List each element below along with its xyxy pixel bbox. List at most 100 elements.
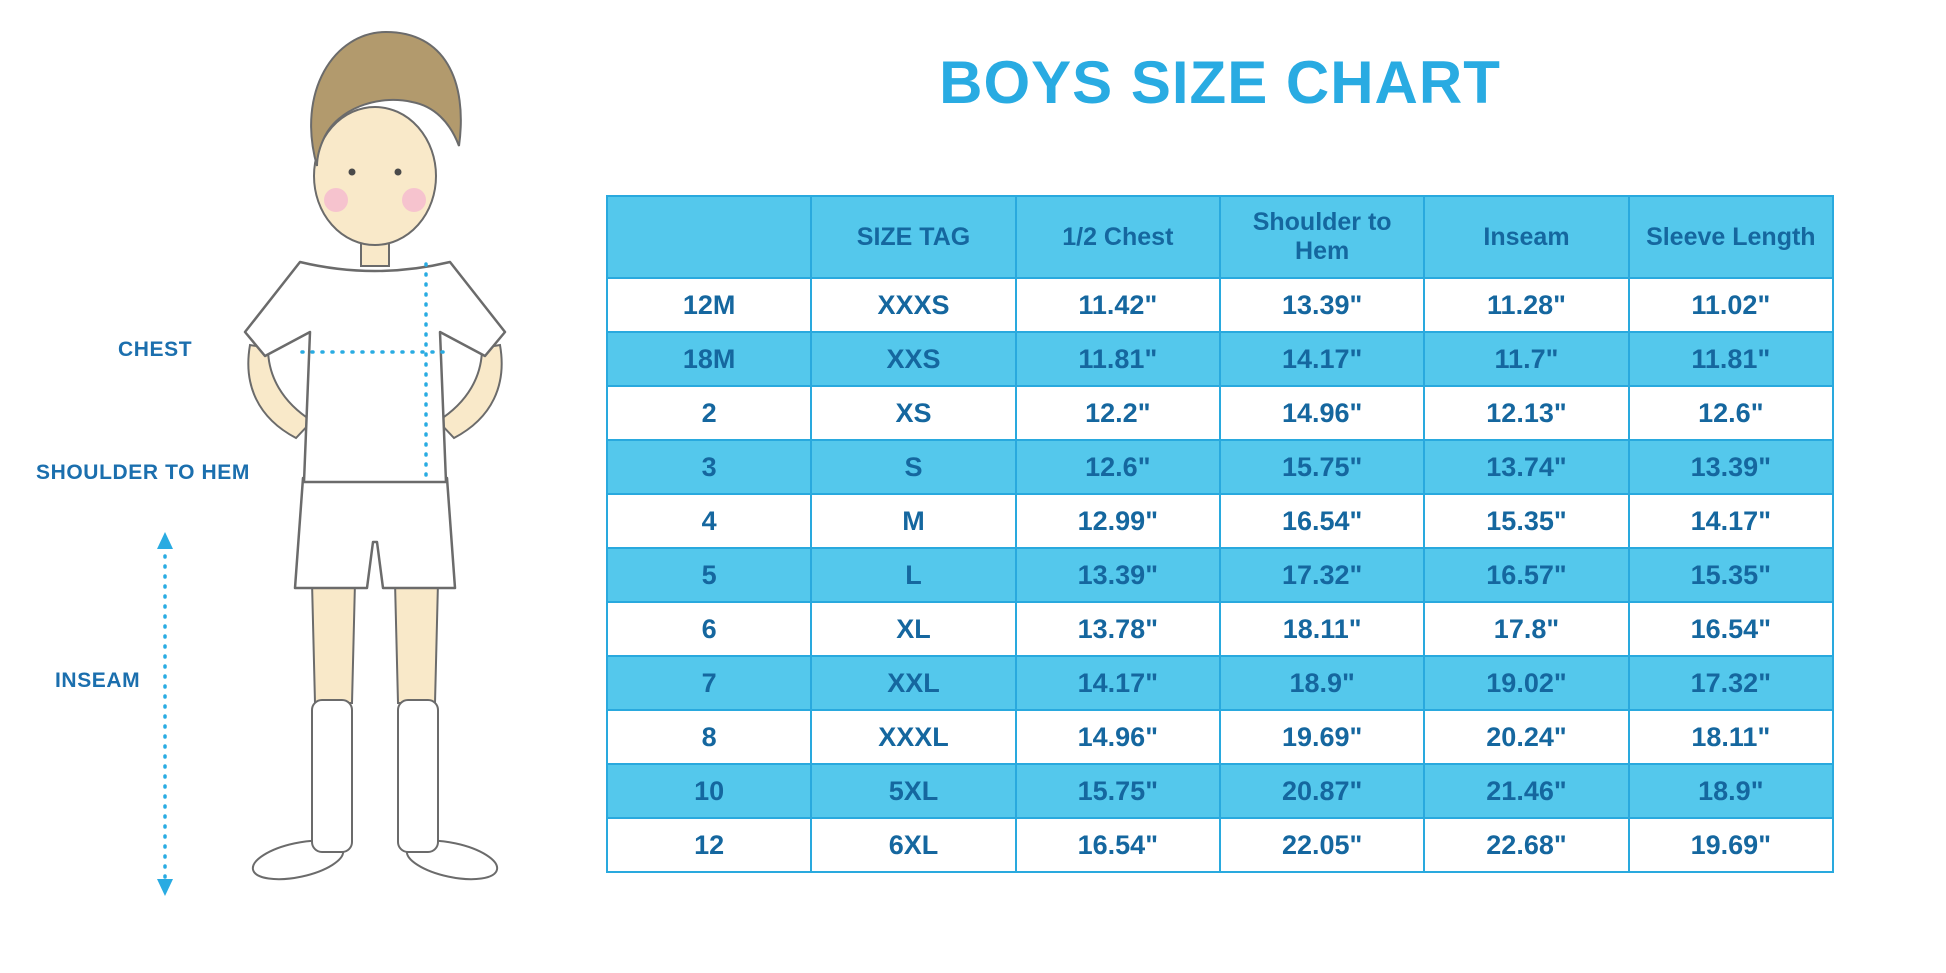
- row-size-label: 10: [605, 763, 813, 819]
- header-size-tag: SIZE TAG: [810, 195, 1017, 279]
- size-table: SIZE TAG 1/2 Chest Shoulder to Hem Insea…: [605, 195, 1835, 873]
- boy-eye-left: [348, 168, 356, 176]
- measurement-cell: 13.39": [1014, 547, 1221, 603]
- measurement-cell: 19.02": [1423, 655, 1630, 711]
- measurement-cell: 19.69": [1627, 817, 1835, 873]
- measurement-cell: XL: [810, 601, 1017, 657]
- table-row: 12 6XL 16.54" 22.05" 22.68" 19.69": [605, 817, 1835, 873]
- measurement-cell: 20.24": [1423, 709, 1630, 765]
- page-title: BOYS SIZE CHART: [939, 49, 1501, 116]
- measurement-cell: 16.54": [1218, 493, 1426, 549]
- table-row: 8 XXXL 14.96" 19.69" 20.24" 18.11": [605, 709, 1835, 765]
- size-table-container: SIZE TAG 1/2 Chest Shoulder to Hem Insea…: [605, 195, 1835, 873]
- measurement-cell: 14.96": [1014, 709, 1221, 765]
- table-row: 4 M 12.99" 16.54" 15.35" 14.17": [605, 493, 1835, 549]
- header-half-chest: 1/2 Chest: [1014, 195, 1221, 279]
- measurement-cell: 5XL: [810, 763, 1017, 819]
- measurement-cell: 12.13": [1423, 385, 1630, 441]
- chest-label: CHEST: [118, 338, 193, 361]
- row-size-label: 12M: [605, 277, 813, 333]
- measurement-cell: 16.54": [1014, 817, 1221, 873]
- measurement-cell: 6XL: [810, 817, 1017, 873]
- measurement-cell: 14.17": [1014, 655, 1221, 711]
- boy-arms: [247, 343, 503, 440]
- boy-socks: [251, 699, 499, 881]
- table-row: 7 XXL 14.17" 18.9" 19.02" 17.32": [605, 655, 1835, 711]
- boy-hair: [310, 30, 462, 167]
- boy-legs: [310, 581, 440, 704]
- measurement-cell: 16.57": [1423, 547, 1630, 603]
- row-size-label: 7: [605, 655, 813, 711]
- row-size-label: 8: [605, 709, 813, 765]
- size-table-header: SIZE TAG 1/2 Chest Shoulder to Hem Insea…: [605, 195, 1835, 279]
- measurement-cell: 13.78": [1014, 601, 1221, 657]
- measurement-cell: 22.68": [1423, 817, 1630, 873]
- boy-illustration: [157, 30, 507, 896]
- measurement-cell: XXL: [810, 655, 1017, 711]
- measurement-cell: S: [810, 439, 1017, 495]
- measurement-cell: 17.8": [1423, 601, 1630, 657]
- row-size-label: 12: [605, 817, 813, 873]
- measurement-cell: 12.2": [1014, 385, 1221, 441]
- table-row: 18M XXS 11.81" 14.17" 11.7" 11.81": [605, 331, 1835, 387]
- table-row: 10 5XL 15.75" 20.87" 21.46" 18.9": [605, 763, 1835, 819]
- shoulder-to-hem-label: SHOULDER TO HEM: [36, 461, 250, 484]
- measurement-cell: 11.28": [1423, 277, 1630, 333]
- boy-measurement-diagram: CHEST SHOULDER TO HEM INSEAM: [0, 0, 600, 973]
- row-size-label: 18M: [605, 331, 813, 387]
- row-size-label: 6: [605, 601, 813, 657]
- boy-blush-left: [324, 188, 348, 212]
- measurement-cell: 13.39": [1218, 277, 1426, 333]
- measurement-cell: 13.74": [1423, 439, 1630, 495]
- row-size-label: 4: [605, 493, 813, 549]
- measurement-cell: 14.17": [1627, 493, 1835, 549]
- measurement-cell: 17.32": [1218, 547, 1426, 603]
- measurement-cell: 15.35": [1627, 547, 1835, 603]
- measurement-cell: 21.46": [1423, 763, 1630, 819]
- measurement-cell: 18.11": [1218, 601, 1426, 657]
- header-inseam: Inseam: [1423, 195, 1630, 279]
- measurement-cell: 12.6": [1627, 385, 1835, 441]
- table-row: 12M XXXS 11.42" 13.39" 11.28" 11.02": [605, 277, 1835, 333]
- measurement-cell: XXXS: [810, 277, 1017, 333]
- measurement-cell: 11.81": [1627, 331, 1835, 387]
- measurement-cell: 18.9": [1627, 763, 1835, 819]
- inseam-label: INSEAM: [55, 669, 141, 692]
- measurement-lines: [163, 262, 446, 884]
- measurement-cell: M: [810, 493, 1017, 549]
- measurement-cell: 16.54": [1627, 601, 1835, 657]
- measurement-cell: 12.6": [1014, 439, 1221, 495]
- boy-shorts: [293, 476, 457, 590]
- measurement-cell: 15.35": [1423, 493, 1630, 549]
- measurement-cell: 14.96": [1218, 385, 1426, 441]
- measurement-cell: 11.7": [1423, 331, 1630, 387]
- measurement-cell: 15.75": [1014, 763, 1221, 819]
- boy-blush-right: [402, 188, 426, 212]
- header-sleeve-length: Sleeve Length: [1627, 195, 1835, 279]
- table-row: 6 XL 13.78" 18.11" 17.8" 16.54": [605, 601, 1835, 657]
- size-table-body: 12M XXXS 11.42" 13.39" 11.28" 11.02" 18M XXS 11.…: [605, 277, 1835, 873]
- measurement-cell: 22.05": [1218, 817, 1426, 873]
- measurement-cell: XXS: [810, 331, 1017, 387]
- measurement-cell: XS: [810, 385, 1017, 441]
- measurement-cell: L: [810, 547, 1017, 603]
- measurement-cell: 11.81": [1014, 331, 1221, 387]
- measurement-cell: 18.9": [1218, 655, 1426, 711]
- measurement-cell: 18.11": [1627, 709, 1835, 765]
- measurement-cell: 20.87": [1218, 763, 1426, 819]
- inseam-arrowheads: [157, 532, 173, 896]
- row-size-label: 5: [605, 547, 813, 603]
- measurement-cell: 15.75": [1218, 439, 1426, 495]
- row-size-label: 3: [605, 439, 813, 495]
- boy-head: [310, 30, 462, 246]
- boy-eye-right: [394, 168, 402, 176]
- table-row: 3 S 12.6" 15.75" 13.74" 13.39": [605, 439, 1835, 495]
- measurement-cell: 11.02": [1627, 277, 1835, 333]
- measurement-cell: 13.39": [1627, 439, 1835, 495]
- measurement-cell: 19.69": [1218, 709, 1426, 765]
- measurement-cell: 14.17": [1218, 331, 1426, 387]
- header-shoulder-to-hem: Shoulder to Hem: [1218, 195, 1426, 279]
- measurement-cell: 11.42": [1014, 277, 1221, 333]
- table-row: 5 L 13.39" 17.32" 16.57" 15.35": [605, 547, 1835, 603]
